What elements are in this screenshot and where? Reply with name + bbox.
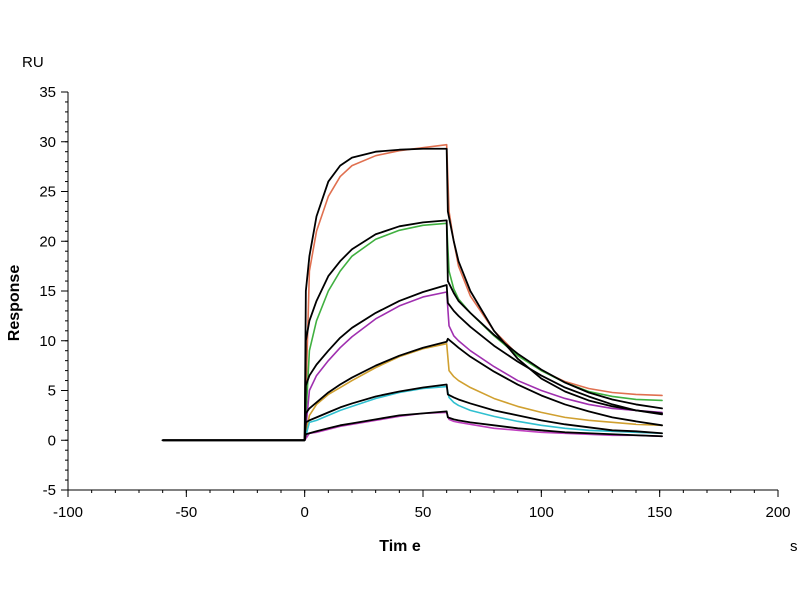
- x-tick-label: 50: [415, 504, 432, 521]
- y-axis-unit: RU: [22, 54, 44, 71]
- y-tick-label: 10: [39, 333, 56, 350]
- y-tick-label: 20: [39, 233, 56, 250]
- y-axis-title: Response: [6, 265, 23, 342]
- fit-series-line-4: [161, 337, 663, 442]
- fit-series-group: [161, 147, 663, 442]
- y-tick-label: 30: [39, 134, 56, 151]
- fit-series-line-3: [161, 284, 663, 442]
- x-tick-label: 200: [765, 504, 790, 521]
- y-tick-label: 15: [39, 283, 56, 300]
- fit-series-line-2: [161, 219, 663, 442]
- axes: [61, 91, 779, 497]
- measured-series-line-2: [161, 222, 663, 442]
- fit-series-line-6: [161, 410, 663, 442]
- x-tick-label: 0: [300, 504, 308, 521]
- y-tick-label: -5: [43, 482, 56, 499]
- fit-series-line-5: [161, 383, 663, 442]
- measured-series-line-3: [161, 291, 663, 442]
- x-tick-label: -100: [53, 504, 83, 521]
- x-axis-unit: s: [790, 538, 798, 555]
- y-tick-label: 35: [39, 84, 56, 101]
- measured-series-line-1: [161, 143, 663, 442]
- y-tick-label: 5: [48, 383, 56, 400]
- x-tick-label: 150: [647, 504, 672, 521]
- measured-series-line-6: [161, 411, 663, 442]
- x-tick-label: 100: [529, 504, 554, 521]
- y-tick-label: 25: [39, 184, 56, 201]
- y-tick-label: 0: [48, 432, 56, 449]
- measured-series-line-4: [161, 342, 663, 442]
- x-tick-label: -50: [175, 504, 197, 521]
- fit-series-line-1: [161, 147, 663, 442]
- x-axis-title: Tim e: [379, 538, 421, 555]
- measured-series-line-5: [161, 385, 663, 442]
